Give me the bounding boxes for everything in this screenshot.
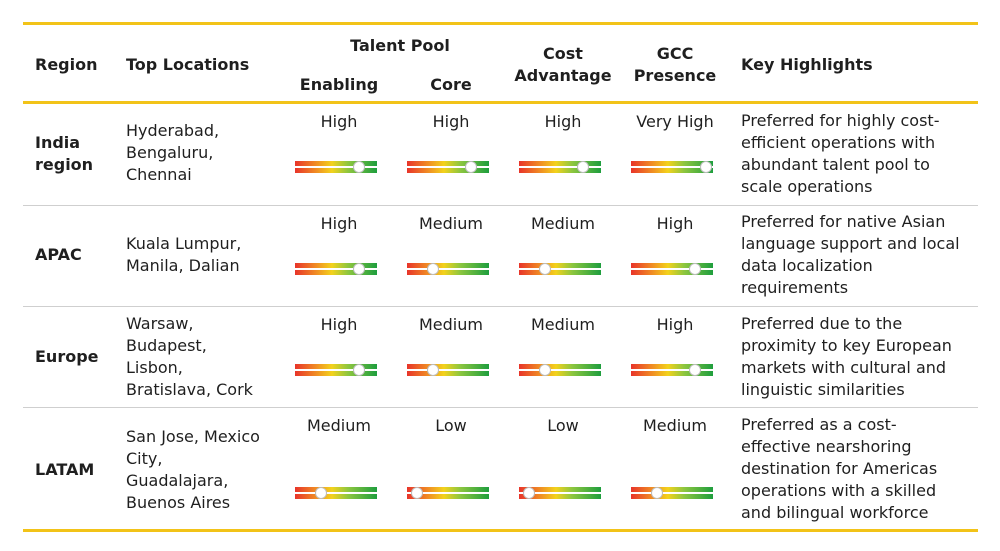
region-name: APAC <box>35 245 82 264</box>
scale-marker <box>688 263 701 275</box>
scale-track <box>295 268 377 270</box>
key-highlight-text: Preferred for highly cost- efficient ope… <box>741 111 940 196</box>
scale-marker <box>427 263 440 275</box>
scale-track <box>295 369 377 371</box>
rating-gcc-scale <box>631 263 713 275</box>
rating-core-label: Medium <box>419 214 483 233</box>
scale-track <box>407 268 489 270</box>
top-locations: Warsaw, Budapest, Lisbon, Bratislava, Co… <box>126 314 253 399</box>
scale-track <box>519 268 601 270</box>
scale-track <box>519 166 601 168</box>
key-highlight-text: Preferred as a cost- effective nearshori… <box>741 415 938 522</box>
rating-core-scale <box>407 487 489 499</box>
scale-marker <box>352 364 365 376</box>
rating-enabling-scale <box>295 263 377 275</box>
header-bottom-rule <box>23 101 978 104</box>
rating-gcc-label: Medium <box>643 416 707 435</box>
rating-enabling-scale <box>295 487 377 499</box>
top-locations: San Jose, Mexico City, Guadalajara, Buen… <box>126 427 260 512</box>
scale-track <box>631 492 713 494</box>
rating-gcc-scale <box>631 364 713 376</box>
scale-marker <box>410 487 423 499</box>
row-separator <box>23 306 978 307</box>
scale-marker <box>464 161 477 173</box>
rating-cost-scale <box>519 487 601 499</box>
rating-gcc-label: Very High <box>636 112 714 131</box>
scale-track <box>631 369 713 371</box>
rating-gcc-scale <box>631 161 713 173</box>
scale-track <box>407 492 489 494</box>
rating-cost-scale <box>519 161 601 173</box>
scale-marker <box>688 364 701 376</box>
rating-core-label: Medium <box>419 315 483 334</box>
rating-enabling-label: High <box>320 112 358 131</box>
scale-track <box>407 369 489 371</box>
rating-cost-scale <box>519 364 601 376</box>
scale-track <box>295 166 377 168</box>
rating-gcc-label: High <box>656 214 694 233</box>
rating-enabling-scale <box>295 364 377 376</box>
scale-marker <box>539 364 552 376</box>
header-enabling: Enabling <box>299 75 379 94</box>
rating-core-scale <box>407 364 489 376</box>
rating-enabling-label: High <box>320 214 358 233</box>
table-top-rule <box>23 22 978 25</box>
scale-marker <box>427 364 440 376</box>
rating-gcc-label: High <box>656 315 694 334</box>
scale-marker <box>522 487 535 499</box>
scale-marker <box>700 161 713 173</box>
rating-cost-label: High <box>544 112 582 131</box>
scale-track <box>631 268 713 270</box>
row-separator <box>23 407 978 408</box>
rating-enabling-scale <box>295 161 377 173</box>
header-top-locations: Top Locations <box>126 55 250 74</box>
scale-marker <box>315 487 328 499</box>
scale-track <box>631 166 713 168</box>
scale-marker <box>352 161 365 173</box>
rating-enabling-label: Medium <box>307 416 371 435</box>
rating-cost-label: Medium <box>531 315 595 334</box>
rating-cost-label: Low <box>547 416 579 435</box>
scale-track <box>519 492 601 494</box>
header-talent-pool: Talent Pool <box>350 36 450 55</box>
region-name: LATAM <box>35 460 95 479</box>
header-cost-advantage: Cost Advantage <box>514 44 612 85</box>
header-gcc-presence: GCC Presence <box>633 44 717 85</box>
scale-marker <box>651 487 664 499</box>
header-core: Core <box>430 75 472 94</box>
region-name: India region <box>35 133 94 174</box>
scale-marker <box>352 263 365 275</box>
table-bottom-rule <box>23 529 978 532</box>
key-highlight-text: Preferred for native Asian language supp… <box>741 212 960 297</box>
scale-track <box>407 166 489 168</box>
top-locations: Kuala Lumpur, Manila, Dalian <box>126 234 242 275</box>
scale-track <box>519 369 601 371</box>
region-name: Europe <box>35 347 99 366</box>
rating-gcc-scale <box>631 487 713 499</box>
rating-enabling-label: High <box>320 315 358 334</box>
rating-core-label: High <box>432 112 470 131</box>
rating-cost-scale <box>519 263 601 275</box>
rating-core-scale <box>407 263 489 275</box>
key-highlight-text: Preferred due to the proximity to key Eu… <box>741 314 952 399</box>
rating-core-label: Low <box>435 416 467 435</box>
header-region: Region <box>35 55 98 74</box>
row-separator <box>23 205 978 206</box>
scale-track <box>295 492 377 494</box>
top-locations: Hyderabad, Bengaluru, Chennai <box>126 121 220 184</box>
header-key-highlights: Key Highlights <box>741 55 873 74</box>
scale-marker <box>539 263 552 275</box>
scale-marker <box>576 161 589 173</box>
rating-core-scale <box>407 161 489 173</box>
rating-cost-label: Medium <box>531 214 595 233</box>
